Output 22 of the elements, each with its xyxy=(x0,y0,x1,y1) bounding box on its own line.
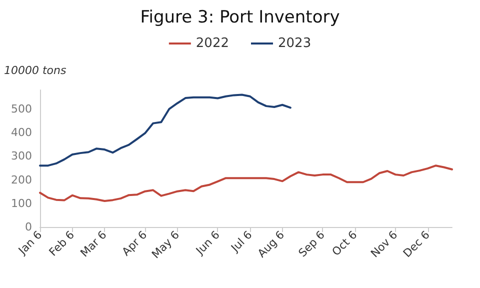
x-tick-label: Jul 6 xyxy=(228,228,255,256)
x-tick-label: Sep 6 xyxy=(296,228,328,260)
y-tick-label: 400 xyxy=(11,126,32,140)
x-tick-label: Jun 6 xyxy=(192,228,222,258)
x-tick-label: Apr 6 xyxy=(120,228,150,258)
y-tick-label: 200 xyxy=(11,173,32,186)
x-tick-label: Dec 6 xyxy=(400,228,432,260)
line-series xyxy=(39,164,453,202)
y-tick-label: 0 xyxy=(25,220,32,234)
legend-label: 2023 xyxy=(278,36,312,51)
x-tick-label: Oct 6 xyxy=(330,228,360,258)
y-tick-label: 300 xyxy=(11,150,32,163)
line-series xyxy=(39,94,292,167)
x-tick-label: Aug 6 xyxy=(255,228,287,260)
x-tick-label: Mar 6 xyxy=(78,228,110,260)
y-tick-label: 100 xyxy=(11,196,32,210)
y-tick-label: 500 xyxy=(11,102,32,116)
legend-label: 2022 xyxy=(196,36,230,51)
x-tick-label: Nov 6 xyxy=(368,228,400,260)
chart-title: Figure 3: Port Inventory xyxy=(140,8,340,28)
y-axis-title: 10000 tons xyxy=(4,64,67,77)
x-tick-label: Feb 6 xyxy=(46,228,77,259)
